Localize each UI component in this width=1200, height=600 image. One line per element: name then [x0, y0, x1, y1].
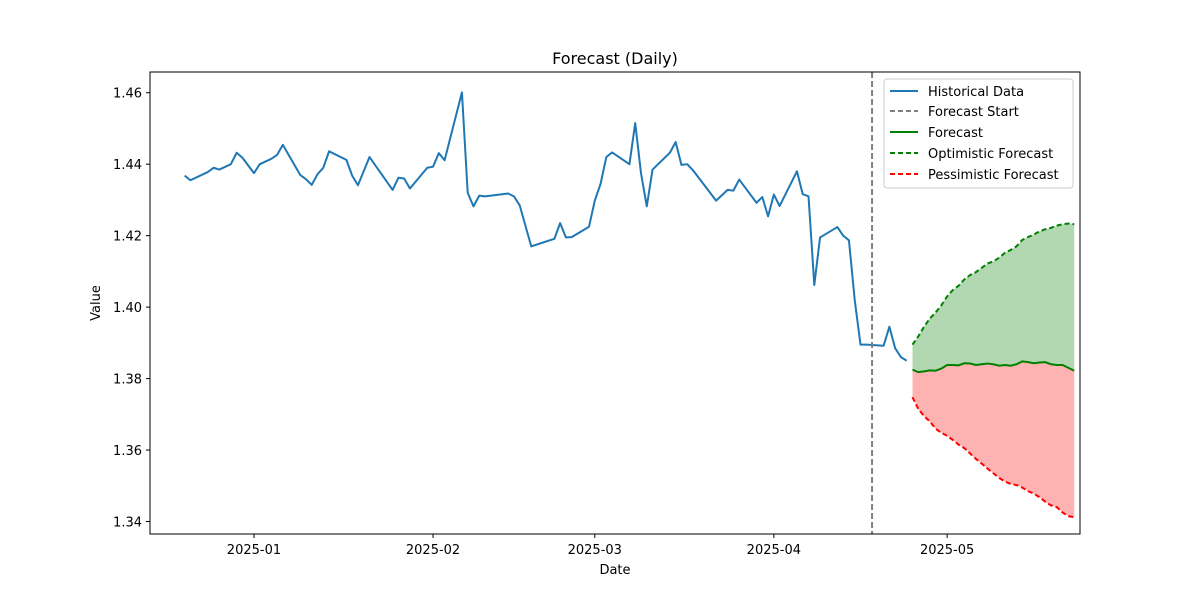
chart-title: Forecast (Daily)	[552, 49, 678, 68]
x-tick-label: 2025-03	[568, 543, 622, 558]
y-tick-label: 1.44	[113, 158, 142, 173]
legend-label-historical: Historical Data	[928, 85, 1024, 100]
plot-frame	[149, 71, 1081, 535]
forecast-line	[912, 360, 1075, 374]
y-tick-label: 1.38	[113, 373, 142, 388]
legend-box	[883, 78, 1074, 189]
optimistic-band	[912, 223, 1075, 373]
x-tick-label: 2025-01	[227, 543, 281, 558]
y-tick-label: 1.40	[113, 301, 142, 316]
legend: Historical Data Forecast Start Forecast …	[883, 78, 1074, 189]
x-axis-label: Date	[599, 563, 630, 578]
pessimistic-band	[912, 361, 1075, 518]
x-tick-label: 2025-04	[747, 543, 801, 558]
y-tick-label: 1.42	[113, 230, 142, 245]
x-axis: 2025-01 2025-02 2025-03 2025-04 2025-05	[227, 534, 974, 558]
legend-label-pessimistic: Pessimistic Forecast	[928, 168, 1059, 183]
historical-line	[184, 91, 908, 362]
series-lines	[184, 72, 1075, 534]
x-tick-label: 2025-05	[920, 543, 974, 558]
y-axis: 1.34 1.36 1.38 1.40 1.42 1.44 1.46	[113, 87, 150, 530]
legend-label-forecast-start: Forecast Start	[928, 105, 1019, 120]
y-tick-label: 1.34	[113, 515, 142, 530]
y-axis-label: Value	[89, 285, 104, 321]
confidence-bands	[912, 223, 1075, 518]
legend-label-forecast: Forecast	[928, 126, 983, 141]
x-tick-label: 2025-02	[406, 543, 460, 558]
y-tick-label: 1.36	[113, 444, 142, 459]
legend-label-optimistic: Optimistic Forecast	[928, 147, 1053, 162]
pessimistic-line	[911, 396, 1075, 519]
y-tick-label: 1.46	[113, 87, 142, 102]
